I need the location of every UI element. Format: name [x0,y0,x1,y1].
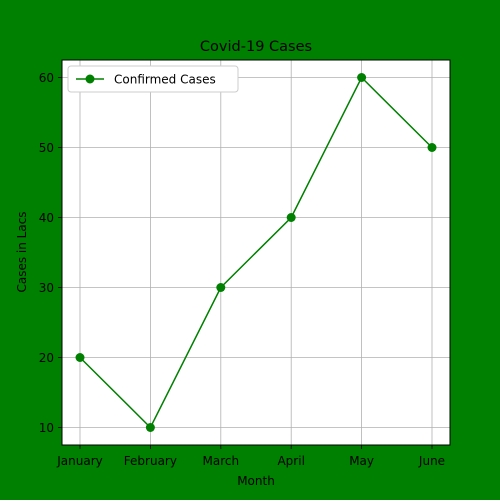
x-tick-label: March [203,454,240,468]
legend-marker-swatch [85,74,95,84]
x-axis-label: Month [237,474,275,488]
data-point [216,283,226,292]
y-tick-label: 50 [39,141,54,155]
x-tick-label: February [124,454,177,468]
chart-title: Covid-19 Cases [200,39,312,55]
y-tick-label: 60 [39,71,54,85]
legend-box [67,65,239,93]
data-point [145,423,155,432]
y-tick-label: 20 [39,351,54,365]
x-tick-label: June [418,454,445,468]
x-tick-label: April [277,454,304,468]
series-layer [75,73,437,432]
series-line [79,76,433,429]
x-tick-label: January [56,454,103,468]
axes: January February March April May June 10 20 30 40… [39,71,445,468]
data-point [75,353,85,362]
y-tick-label: 30 [39,281,54,295]
data-point [427,143,437,152]
y-axis-label: Cases in Lacs [15,211,29,292]
y-tick-label: 10 [39,421,54,435]
data-point [357,73,367,82]
legend-label: Confirmed Cases [114,73,216,87]
plot-frame [61,59,451,446]
y-tick-label: 40 [39,211,54,225]
x-tick-label: May [349,454,374,468]
legend: Confirmed Cases [67,65,239,93]
grid-lines [62,60,450,445]
data-point [286,213,296,222]
